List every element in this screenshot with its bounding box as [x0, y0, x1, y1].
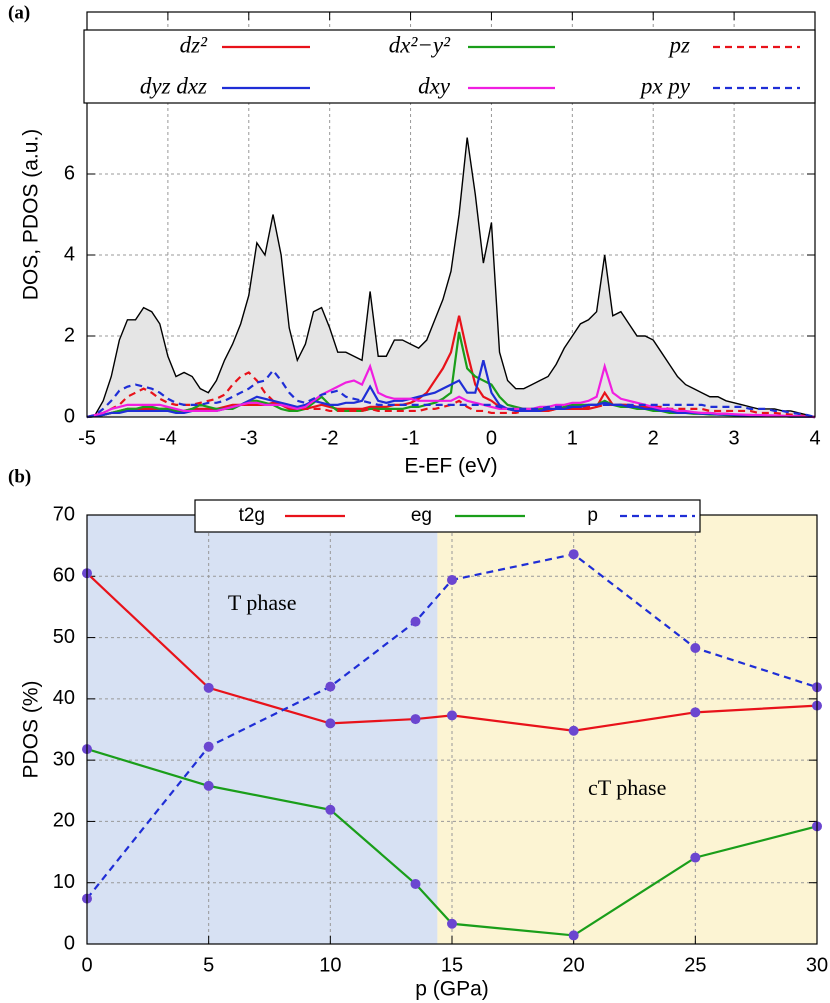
y-axis-label: PDOS (%)	[20, 680, 43, 778]
legend-box	[194, 499, 701, 533]
panel-label: (b)	[8, 466, 31, 487]
y-tick-label: 6	[64, 162, 75, 184]
data-point	[447, 918, 457, 929]
x-tick-label: 1	[567, 427, 578, 449]
series-line	[86, 748, 818, 937]
y-tick-label: 0	[64, 932, 75, 954]
y-axis-label: DOS, PDOS (a.u.)	[20, 129, 43, 301]
x-tick-label: -2	[321, 427, 339, 449]
data-point	[410, 714, 421, 725]
y-tick-label: 0	[64, 405, 75, 427]
phase-label: cT phase	[588, 775, 666, 800]
dos-line	[86, 137, 816, 418]
data-point	[325, 681, 336, 692]
x-tick-label: 0	[486, 427, 497, 449]
data-point	[568, 549, 579, 560]
data-point	[325, 804, 336, 815]
legend-label: dyz dxz	[140, 73, 207, 98]
x-tick-label: 30	[806, 954, 828, 976]
plot-frame	[86, 11, 816, 418]
data-point	[203, 682, 214, 693]
data-point	[203, 780, 214, 791]
data-point	[410, 616, 421, 627]
data-point	[203, 741, 214, 752]
legend-label: dx²−y²	[389, 32, 451, 57]
data-point	[410, 878, 421, 889]
legend-label: dxy	[418, 73, 451, 98]
phase-region	[87, 515, 438, 944]
panel-label: (a)	[8, 2, 30, 23]
series-line	[86, 368, 816, 419]
x-tick-label: -3	[240, 427, 258, 449]
data-point	[325, 718, 336, 729]
legend-label: pz	[668, 32, 691, 57]
phase-label: T phase	[228, 590, 297, 615]
x-tick-label: -5	[78, 427, 96, 449]
x-tick-label: -1	[402, 427, 420, 449]
dos-area	[87, 137, 815, 418]
y-tick-label: 30	[53, 748, 75, 770]
x-axis-label: E-EF (eV)	[404, 455, 497, 478]
x-tick-label: -4	[159, 427, 177, 449]
legend-label: dz²	[180, 32, 208, 57]
x-tick-label: 25	[684, 954, 706, 976]
x-tick-label: 0	[81, 954, 92, 976]
data-point	[568, 725, 579, 736]
series-line	[86, 362, 816, 419]
x-tick-label: 3	[729, 427, 740, 449]
y-tick-label: 4	[64, 243, 75, 265]
data-point	[690, 707, 701, 718]
x-tick-label: 15	[441, 954, 463, 976]
data-point	[447, 710, 457, 721]
x-axis-label: p (GPa)	[415, 978, 489, 1001]
series-line	[86, 553, 818, 900]
phase-region	[437, 515, 817, 944]
legend-box	[83, 29, 816, 104]
x-tick-label: 20	[563, 954, 585, 976]
y-tick-label: 20	[53, 810, 75, 832]
data-point	[447, 574, 457, 585]
series-line	[86, 572, 818, 732]
legend-label: eg	[411, 505, 432, 526]
x-tick-label: 2	[648, 427, 659, 449]
y-tick-label: 10	[53, 871, 75, 893]
data-point	[568, 930, 579, 941]
x-tick-label: 10	[319, 954, 341, 976]
data-point	[690, 852, 701, 863]
y-tick-label: 60	[53, 565, 75, 587]
legend-label: px py	[639, 73, 691, 98]
data-point	[690, 642, 701, 653]
legend-label: p	[587, 505, 598, 526]
y-tick-label: 40	[53, 687, 75, 709]
x-tick-label: 5	[203, 954, 214, 976]
y-tick-label: 70	[53, 503, 75, 525]
x-tick-label: 4	[809, 427, 820, 449]
y-tick-label: 2	[64, 324, 75, 346]
legend-label: t2g	[239, 505, 265, 526]
y-tick-label: 50	[53, 626, 75, 648]
